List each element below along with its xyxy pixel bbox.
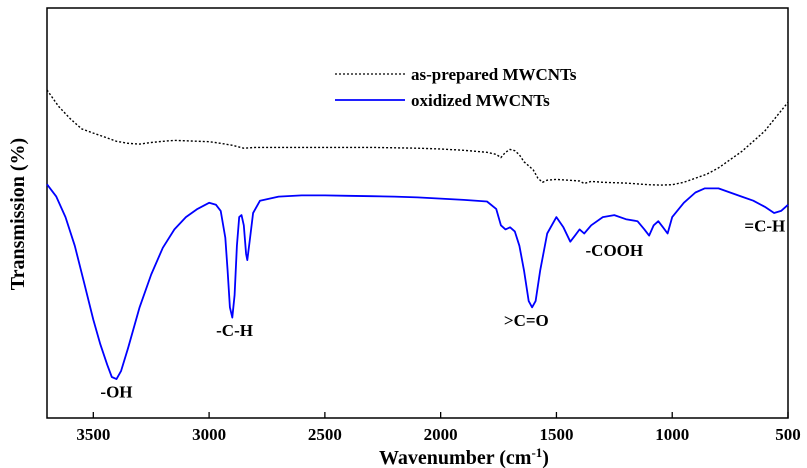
series-line-oxidized (46, 183, 789, 380)
x-tick-label-3500: 3500 (76, 425, 110, 444)
x-tick-label-500: 500 (775, 425, 801, 444)
plot-frame (46, 7, 789, 419)
x-axis-ticks: 3500 3000 2500 2000 1500 1000 500 (76, 412, 801, 444)
annotation-3: -COOH (586, 241, 644, 260)
series-line-as-prepared (46, 89, 789, 186)
annotation-4: =C-H (744, 216, 785, 235)
x-tick-label-1500: 1500 (539, 425, 573, 444)
annotation-1: -C-H (216, 321, 253, 340)
series-layer (46, 89, 789, 380)
x-tick-label-2000: 2000 (424, 425, 458, 444)
x-axis-title-end: ) (542, 447, 549, 468)
annotation-layer: -OH -C-H >C=O -COOH =C-H (100, 216, 785, 401)
x-tick-label-2500: 2500 (308, 425, 342, 444)
x-axis-title: Wavenumber (cm-1) (379, 445, 549, 468)
y-axis-title: Transmission (%) (7, 138, 29, 290)
x-axis-title-main: Wavenumber (cm (379, 447, 532, 468)
x-axis-title-sup: -1 (531, 445, 542, 460)
legend-label-as-prepared: as-prepared MWCNTs (411, 65, 577, 84)
legend-label-oxidized: oxidized MWCNTs (411, 91, 550, 110)
x-tick-label-1000: 1000 (655, 425, 689, 444)
legend: as-prepared MWCNTs oxidized MWCNTs (335, 65, 577, 110)
x-tick-label-3000: 3000 (192, 425, 226, 444)
annotation-2: >C=O (504, 311, 549, 330)
annotation-0: -OH (100, 383, 132, 402)
